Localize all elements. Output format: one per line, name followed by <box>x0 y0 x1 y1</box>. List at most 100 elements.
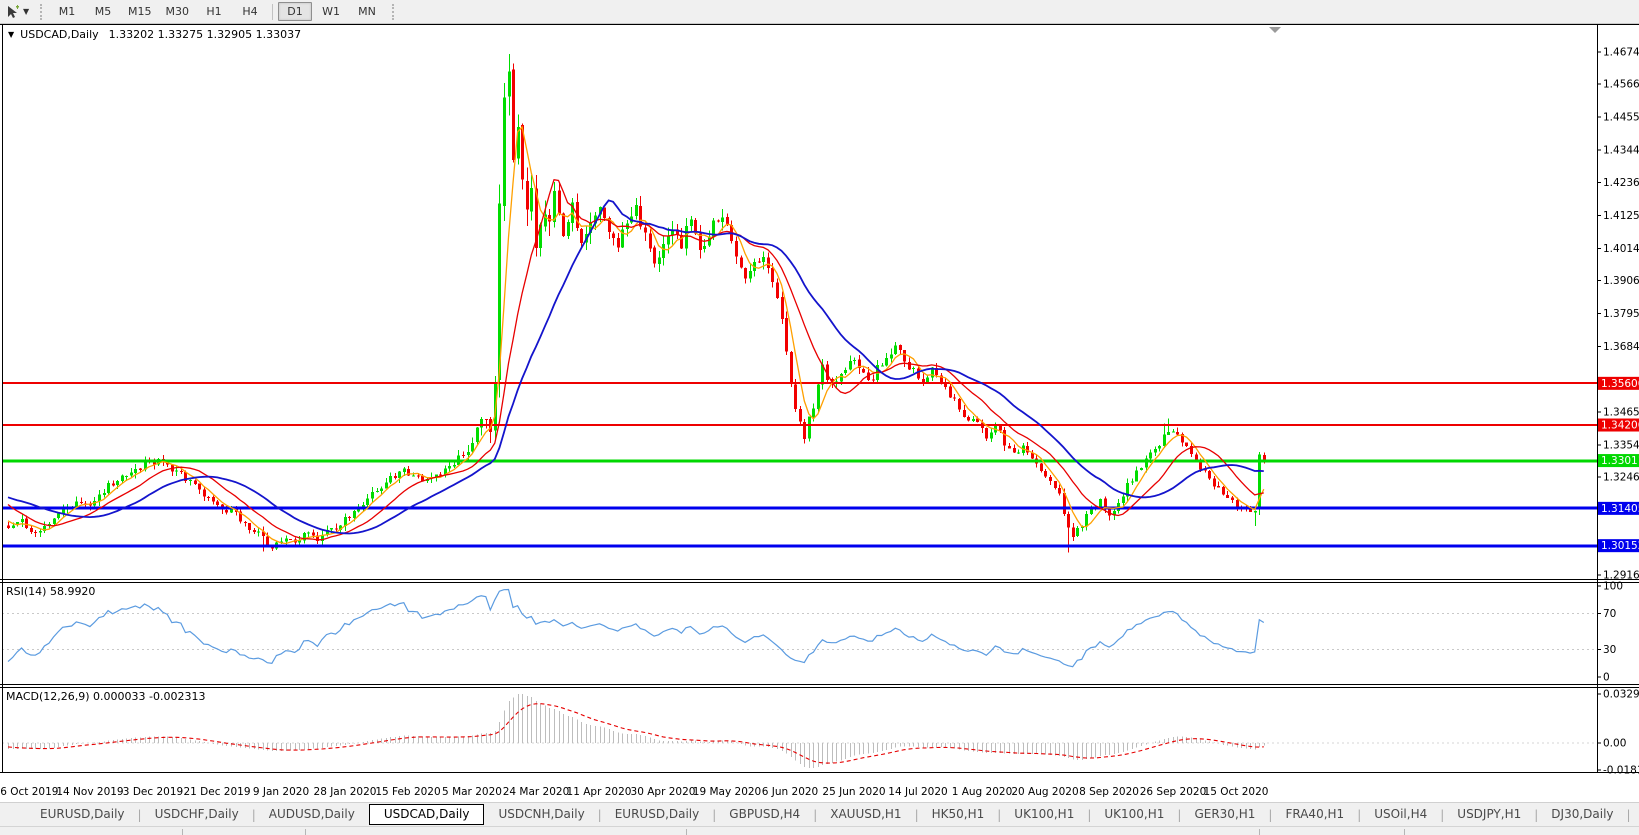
chart-tab-usoil-h4[interactable]: USOil,H4 <box>1374 807 1428 821</box>
cursor-tool-icon[interactable] <box>5 4 21 20</box>
tab-separator: | <box>1357 807 1362 822</box>
date-axis-label: 15 Oct 2020 <box>1204 786 1269 798</box>
chart-tab-usdcad-daily[interactable]: USDCAD,Daily <box>368 804 485 825</box>
date-axis-label: 24 Mar 2020 <box>503 786 570 798</box>
price-axis-tick: 1.39060 <box>1603 275 1639 287</box>
price-axis-tick: 1.45660 <box>1603 79 1639 91</box>
chart-tab-audusd-daily[interactable]: AUDUSD,Daily <box>268 807 355 821</box>
chart-tab-uk100-h1[interactable]: UK100,H1 <box>1104 807 1165 821</box>
chart-tab-eurusd-daily[interactable]: EURUSD,Daily <box>614 807 700 821</box>
chart-shift-marker-icon[interactable] <box>1269 27 1281 33</box>
macd-signal-line <box>7 703 1264 764</box>
date-axis-label: 26 Oct 2019 <box>0 786 58 798</box>
date-axis-label: 25 Jun 2020 <box>822 786 885 798</box>
hline-price-label-text: 1.30152 <box>1601 540 1639 552</box>
price-axis-tick: 1.43440 <box>1603 145 1639 157</box>
price-axis-tick: 1.34650 <box>1603 406 1639 418</box>
status-bar-divider <box>686 829 687 835</box>
timeframe-button-m15[interactable]: M15 <box>128 5 152 18</box>
chart-menu-icon[interactable]: ▼ <box>8 30 15 39</box>
date-axis-label: 21 Dec 2019 <box>183 786 250 798</box>
hline-price-label-text: 1.34206 <box>1601 420 1639 432</box>
date-axis-label: 9 Jan 2020 <box>253 786 309 798</box>
rsi-indicator-label: RSI(14) 58.9920 <box>6 585 96 598</box>
hline-price-label <box>1598 376 1639 390</box>
macd-axis-tick: -0.018154 <box>1603 765 1639 777</box>
price-axis-tick: 1.44550 <box>1603 112 1639 124</box>
tab-separator: | <box>1440 807 1445 822</box>
price-axis-tick: 1.36840 <box>1603 341 1639 353</box>
chart-tab-hk50-h1[interactable]: HK50,H1 <box>931 807 985 821</box>
date-axis-label: 11 Apr 2020 <box>567 786 632 798</box>
date-axis-label: 28 Jan 2020 <box>314 786 377 798</box>
chart-tab-xauusd-h1[interactable]: XAUUSD,H1 <box>830 807 902 821</box>
timeframe-button-h1[interactable]: H1 <box>206 5 222 18</box>
tab-separator: | <box>712 807 717 822</box>
toolbar-grip[interactable] <box>40 3 42 20</box>
status-bar-divider <box>1259 829 1260 835</box>
toolbar-separator <box>272 3 273 20</box>
date-axis-label: 20 Aug 2020 <box>1011 786 1078 798</box>
chart-tab-china300-h1[interactable]: CHINA300,H1 <box>1632 804 1639 825</box>
chart-tab-usdjpy-h1[interactable]: USDJPY,H1 <box>1457 807 1522 821</box>
chart-tab-usdchf-daily[interactable]: USDCHF,Daily <box>154 807 239 821</box>
timeframe-button-mn[interactable]: MN <box>358 5 376 18</box>
chart-symbol-period: USDCAD,Daily <box>20 28 99 41</box>
price-axis-tick: 1.42360 <box>1603 177 1639 189</box>
tab-separator: | <box>997 807 1002 822</box>
rsi-axis-tick: 30 <box>1603 644 1616 656</box>
hline-price-label-text: 1.31405 <box>1601 503 1639 515</box>
status-bar-divider <box>1404 829 1405 835</box>
tab-separator: | <box>813 807 818 822</box>
macd-indicator-label: MACD(12,26,9) 0.000033 -0.002313 <box>6 690 206 703</box>
rsi-axis-tick: 70 <box>1603 608 1616 620</box>
chart-tab-ger30-h1[interactable]: GER30,H1 <box>1194 807 1256 821</box>
chart-tab-uk100-h1[interactable]: UK100,H1 <box>1014 807 1075 821</box>
tab-separator: | <box>251 807 256 822</box>
timeframe-button-m5[interactable]: M5 <box>94 5 112 18</box>
date-axis-label: 1 Aug 2020 <box>952 786 1013 798</box>
chart-tab-dj30-daily[interactable]: DJ30,Daily <box>1551 807 1614 821</box>
timeframe-button-d1[interactable]: D1 <box>278 2 312 21</box>
status-bar-divider <box>305 829 306 835</box>
hline-price-label <box>1598 454 1639 468</box>
price-axis-tick: 1.33540 <box>1603 439 1639 451</box>
price-axis-tick: 1.37950 <box>1603 308 1639 320</box>
timeframe-button-group: M1 M5 M15 M30 H1 H4 D1 W1 MN <box>49 2 385 21</box>
date-axis-label: 6 Jun 2020 <box>762 786 818 798</box>
timeframe-button-m30[interactable]: M30 <box>165 5 190 18</box>
hline-price-label <box>1598 501 1639 515</box>
date-axis-label: 14 Nov 2019 <box>56 786 123 798</box>
tab-separator: | <box>1268 807 1273 822</box>
timeframe-button-w1[interactable]: W1 <box>322 5 340 18</box>
cursor-tool-dropdown-icon[interactable]: ▼ <box>23 7 30 16</box>
price-axis-tick: 1.32460 <box>1603 471 1639 483</box>
tab-separator: | <box>1087 807 1092 822</box>
macd-axis-tick: 0.00 <box>1603 738 1626 750</box>
date-axis-label: 19 May 2020 <box>693 786 761 798</box>
chart-canvas[interactable]: 1.46740 1.45660 1.44550 1.43440 1.42360 1.412… <box>0 24 1639 802</box>
moving-average-25 <box>7 199 1264 535</box>
top-toolbar: ▼ M1 M5 M15 M30 H1 H4 D1 W1 MN <box>0 0 1639 24</box>
date-axis-label: 30 Apr 2020 <box>631 786 696 798</box>
chart-tab-bar: EURUSD,Daily | USDCHF,Daily | AUDUSD,Daily US… <box>0 802 1639 826</box>
toolbar-grip-2[interactable] <box>392 3 394 20</box>
rsi-axis-tick: 100 <box>1603 581 1623 593</box>
chart-tab-eurusd-daily[interactable]: EURUSD,Daily <box>40 807 125 821</box>
date-axis-label: 3 Dec 2019 <box>123 786 183 798</box>
rsi-line <box>7 588 1265 668</box>
chart-tab-gbpusd-h4[interactable]: GBPUSD,H4 <box>729 807 801 821</box>
date-axis-label: 5 Mar 2020 <box>442 786 502 798</box>
date-axis-label: 26 Sep 2020 <box>1140 786 1207 798</box>
timeframe-button-m1[interactable]: M1 <box>58 5 76 18</box>
chart-window: 1.46740 1.45660 1.44550 1.43440 1.42360 1.412… <box>0 24 1639 802</box>
tab-separator: | <box>1626 807 1631 822</box>
status-bar-divider <box>182 829 183 835</box>
status-bar <box>0 826 1639 835</box>
chart-tab-usdcnh-daily[interactable]: USDCNH,Daily <box>498 807 585 821</box>
chart-tab-fra40-h1[interactable]: FRA40,H1 <box>1285 807 1345 821</box>
date-axis-label: 15 Feb 2020 <box>375 786 440 798</box>
timeframe-button-h4[interactable]: H4 <box>242 5 258 18</box>
price-axis-tick: 1.46740 <box>1603 47 1639 59</box>
hline-price-label-text: 1.35606 <box>1601 378 1639 390</box>
